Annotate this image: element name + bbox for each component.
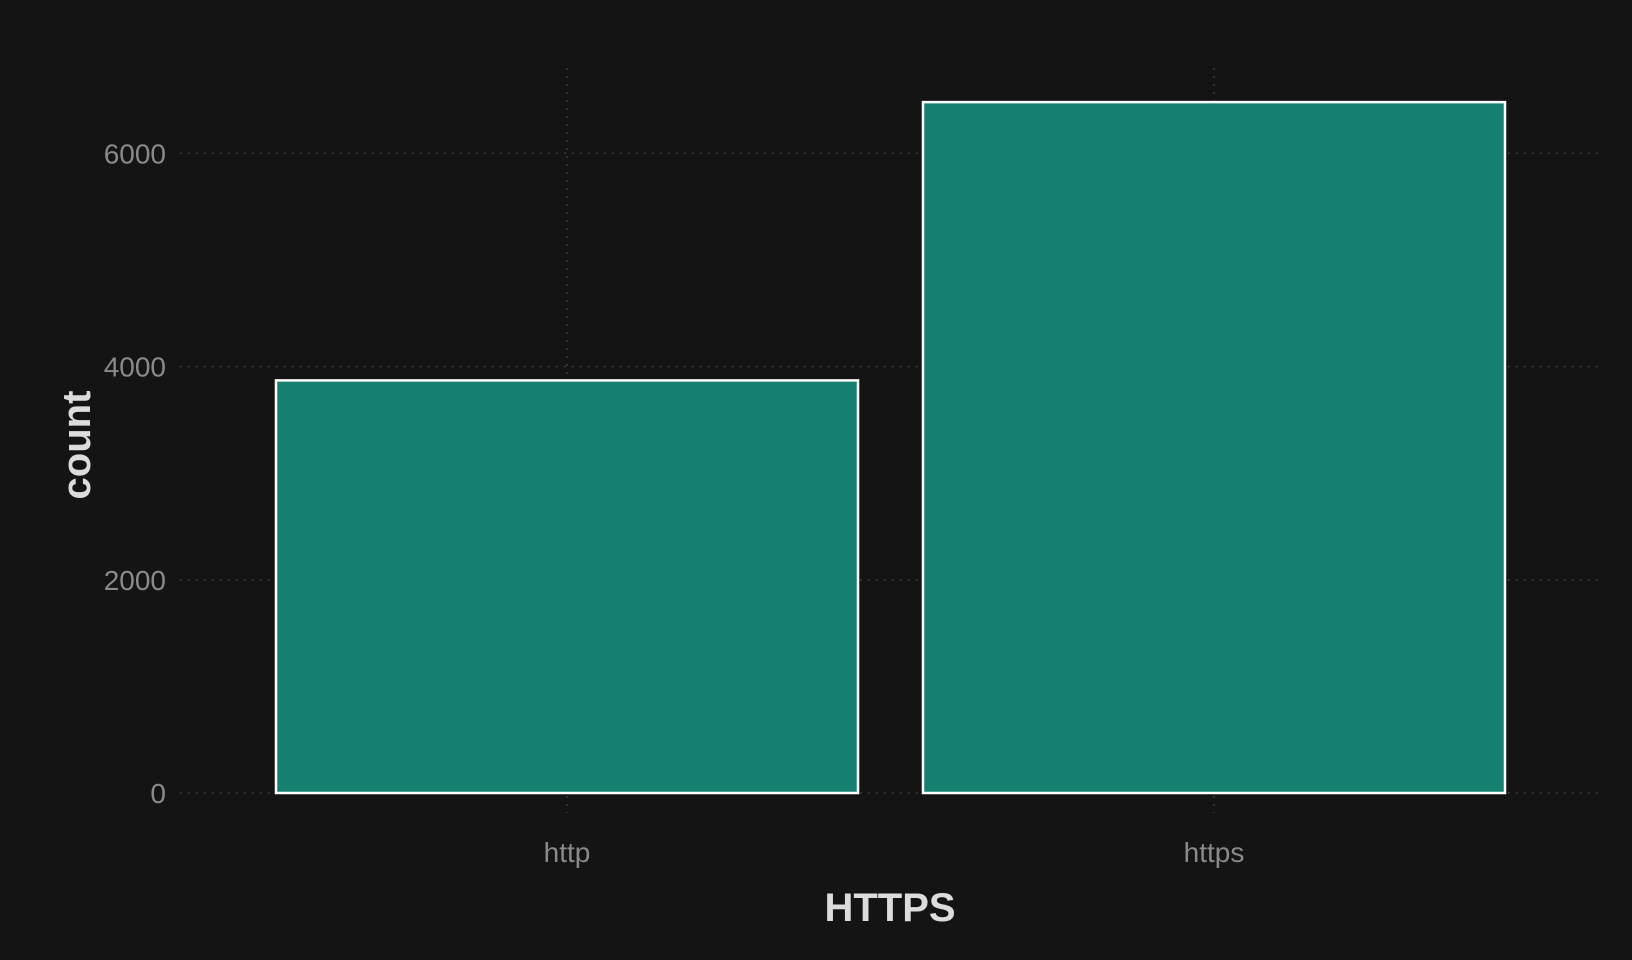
x-axis-title: HTTPS [824,886,955,930]
x-tick-label: http [544,837,591,868]
x-axis: http https [544,837,1245,868]
y-tick-label: 6000 [104,138,166,169]
y-tick-label: 2000 [104,565,166,596]
y-axis: 0 2000 4000 6000 [104,138,166,809]
bars-layer [274,100,1507,795]
bar-http [274,379,860,795]
y-tick-label: 4000 [104,352,166,383]
y-tick-label: 0 [150,778,166,809]
bar-https [921,100,1507,795]
x-tick-label: https [1184,837,1245,868]
y-axis-title: count [55,391,99,500]
